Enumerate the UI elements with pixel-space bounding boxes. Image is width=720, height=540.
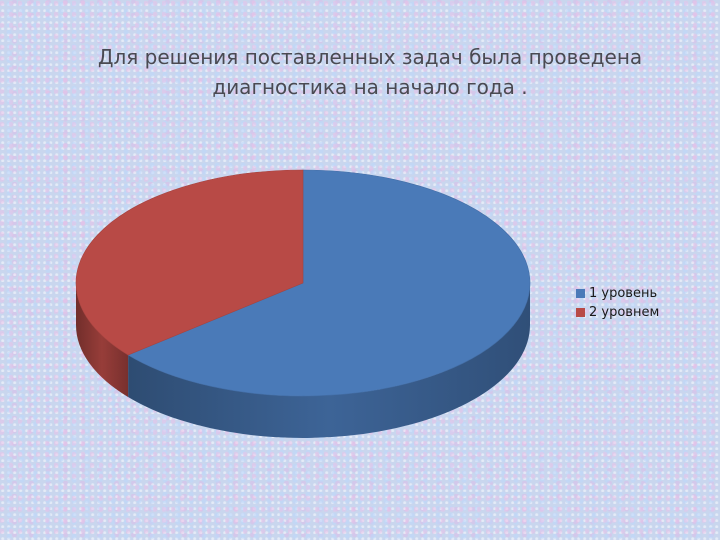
pie-side-1: [128, 283, 530, 438]
legend-label-1: 1 уровень: [589, 286, 658, 301]
legend-label-2: 2 уровнем: [589, 305, 660, 320]
legend-item: 2 уровнем: [576, 303, 659, 322]
pie-side-2: [76, 283, 129, 398]
legend-swatch-1: [576, 289, 585, 298]
pie-slice-2: [75, 169, 304, 356]
pie-slice-1: [127, 169, 531, 397]
slide-title: Для решения поставленных задач была пров…: [97, 45, 643, 99]
legend-item: 1 уровень: [576, 284, 659, 303]
legend-swatch-2: [576, 308, 585, 317]
chart-legend: 1 уровень 2 уровнем: [576, 284, 659, 322]
